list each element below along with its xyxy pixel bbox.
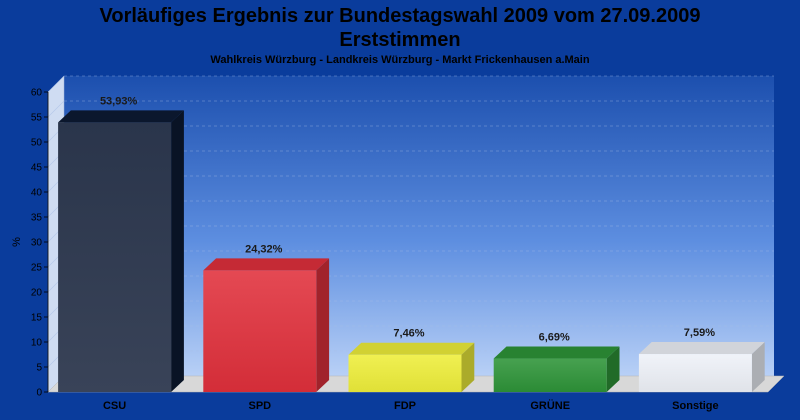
bar [203,270,317,392]
y-tick-label: 35 [31,213,43,224]
x-tick-label: SPD [248,400,271,412]
bar-top [203,258,330,271]
chart-title: Vorläufiges Ergebnis zur Bundestagswahl … [99,5,701,27]
y-tick-label: 55 [31,113,43,124]
y-tick-label: 20 [31,288,43,299]
x-tick-label: CSU [103,400,126,412]
bar-side [171,110,184,392]
bar-top [493,346,620,359]
bar-top [58,110,184,123]
data-label: 53,93% [100,95,138,107]
gridline-side [47,75,65,93]
data-label: 7,46% [393,328,424,340]
y-tick-label: 30 [31,238,43,249]
chart-title-line2: Erststimmen [339,29,461,51]
x-tick-label: Sonstige [672,400,718,412]
gridline-side [47,100,65,118]
bar [493,358,607,392]
bar-side [461,342,475,392]
bar [348,354,462,392]
y-tick-label: 25 [31,263,43,274]
bar-top [638,342,765,355]
y-tick-label: 50 [31,138,43,149]
bar-top [348,342,475,355]
y-tick-label: 60 [31,88,43,99]
y-tick-label: 15 [31,313,43,324]
bar-side [751,342,765,392]
data-label: 6,69% [539,332,570,344]
bar [58,122,172,392]
y-tick-label: 5 [36,363,42,374]
y-tick-label: 0 [36,388,42,399]
bar-side [606,346,620,392]
y-tick-label: 10 [31,338,43,349]
y-tick-label: 45 [31,163,43,174]
x-tick-label: FDP [394,400,416,412]
chart-subtitle: Wahlkreis Würzburg - Landkreis Würzburg … [210,54,590,66]
bar [638,354,752,392]
bar-side [316,258,330,392]
data-label: 24,32% [245,243,283,255]
data-label: 7,59% [684,327,715,339]
y-axis-label: % [11,237,23,247]
y-tick-label: 40 [31,188,43,199]
x-tick-label: GRÜNE [530,399,570,412]
